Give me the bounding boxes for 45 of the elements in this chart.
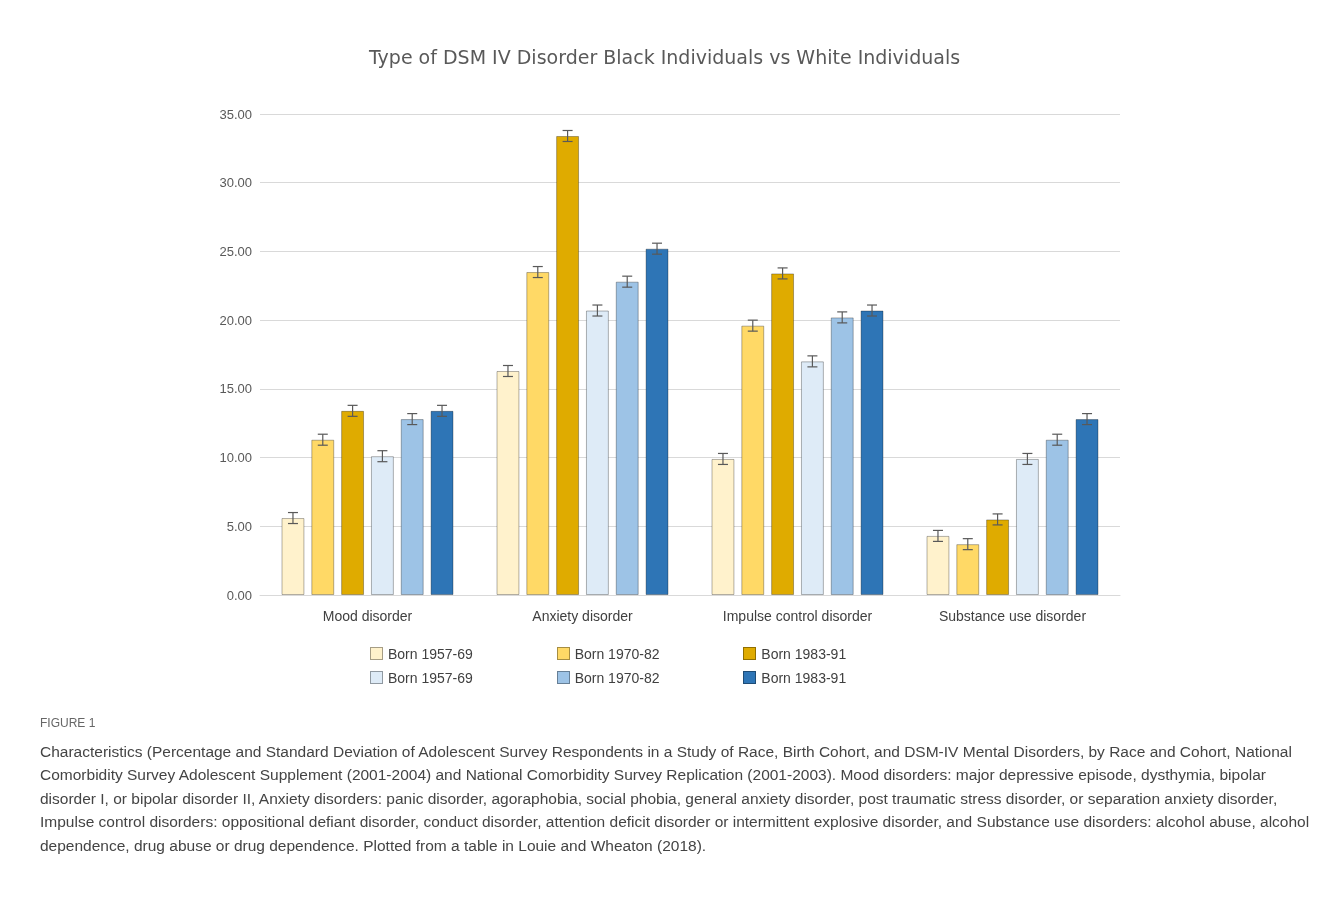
y-tick-label: 25.00 — [219, 243, 252, 259]
bar — [615, 281, 639, 595]
bar — [311, 439, 335, 595]
x-tick-label: Anxiety disorder — [532, 608, 634, 624]
bar — [645, 248, 669, 595]
bar — [800, 361, 824, 595]
legend-label: Born 1957-69 — [387, 646, 474, 662]
bar — [341, 410, 365, 595]
bar — [711, 458, 735, 595]
legend-label: Born 1957-69 — [387, 670, 474, 686]
bar — [370, 456, 394, 595]
legend-label: Born 1970-82 — [573, 646, 661, 662]
bar — [771, 273, 795, 595]
y-tick-label: 35.00 — [219, 106, 252, 122]
legend-label: Born 1970-82 — [573, 670, 661, 686]
bar — [1075, 419, 1099, 595]
bar — [926, 535, 950, 595]
bar — [741, 325, 765, 595]
bar — [830, 317, 854, 595]
legend-label: Born 1983-91 — [760, 670, 848, 686]
bar — [860, 310, 884, 595]
bar — [556, 135, 580, 595]
y-tick-label: 30.00 — [219, 175, 252, 191]
y-tick-label: 10.00 — [219, 450, 252, 466]
chart-title: Type of DSM IV Disorder Black Individuals vs White Individuals — [367, 45, 961, 68]
bar — [526, 272, 550, 595]
bar — [430, 410, 454, 595]
y-tick-label: 0.00 — [226, 587, 252, 603]
caption: FIGURE 1 — [40, 715, 97, 732]
text: Characteristics (Percentage and Standard Deviation of Adolescent Survey Respondents in a Study of Race, Birth Cohort, and DSM-IV Mental Disorders, by Race and Cohort, National Comorbidity Survey Adolescent Supplement (2001-2004) and National Comorbidity Survey Replication (2001-2003). Mood disorders: major depressive episode, dysthymia, bipolar disorder I, or bipolar disorder II, Anxiety disorders: panic disorder, agoraphobia, social phobia, general anxiety disorder, post traumatic stress disorder, or separation anxiety disorder, Impulse control disorders: oppositional defiant disorder, conduct disorder, attention deficit disorder or intermittent explosive disorder, and Substance use disorders: alcohol abuse, alcohol dependence, drug abuse or drug dependence. Plotted from a table in Louie and Wheaton (2018). — [40, 741, 1310, 856]
x-tick-label: Impulse control disorder — [722, 608, 873, 624]
y-tick-label: 15.00 — [219, 381, 252, 397]
x-tick-label: Substance use disorder — [938, 608, 1087, 624]
bar — [1015, 458, 1039, 595]
bar — [986, 519, 1010, 595]
bar — [496, 370, 520, 595]
legend-label: Born 1983-91 — [760, 646, 848, 662]
bar — [956, 544, 980, 595]
bar — [585, 310, 609, 595]
y-tick-label: 5.00 — [226, 518, 252, 534]
bar — [400, 419, 424, 595]
bar — [1045, 439, 1069, 595]
bar — [281, 518, 305, 595]
y-tick-label: 20.00 — [219, 312, 252, 328]
x-tick-label: Mood disorder — [322, 608, 413, 624]
